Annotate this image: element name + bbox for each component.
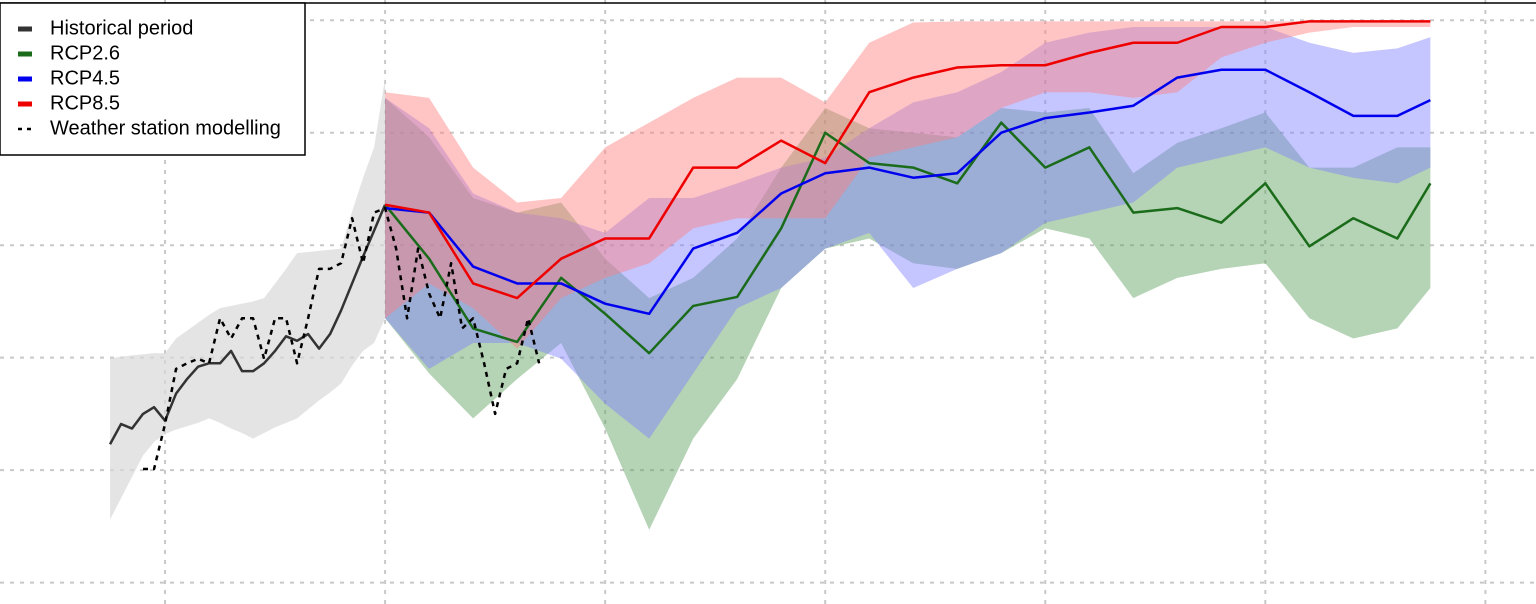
series-line — [384, 68, 1431, 316]
band — [385, 21, 1431, 349]
legend-label: Historical period — [50, 17, 193, 39]
series-line — [384, 20, 1431, 300]
legend-label: RCP2.6 — [50, 42, 120, 64]
legend-label: Weather station modelling — [50, 117, 281, 139]
series-line — [384, 121, 1432, 355]
band — [385, 26, 1431, 439]
series-line — [143, 206, 541, 471]
legend-box — [0, 2, 306, 156]
series-line — [108, 204, 387, 445]
legend-label: RCP4.5 — [50, 67, 120, 89]
band — [385, 97, 1431, 530]
band — [110, 77, 386, 520]
legend-label: RCP8.5 — [50, 92, 120, 114]
legend: Historical period RCP2.6 RCP4.5 RCP8.5 Weath… — [0, 2, 306, 156]
